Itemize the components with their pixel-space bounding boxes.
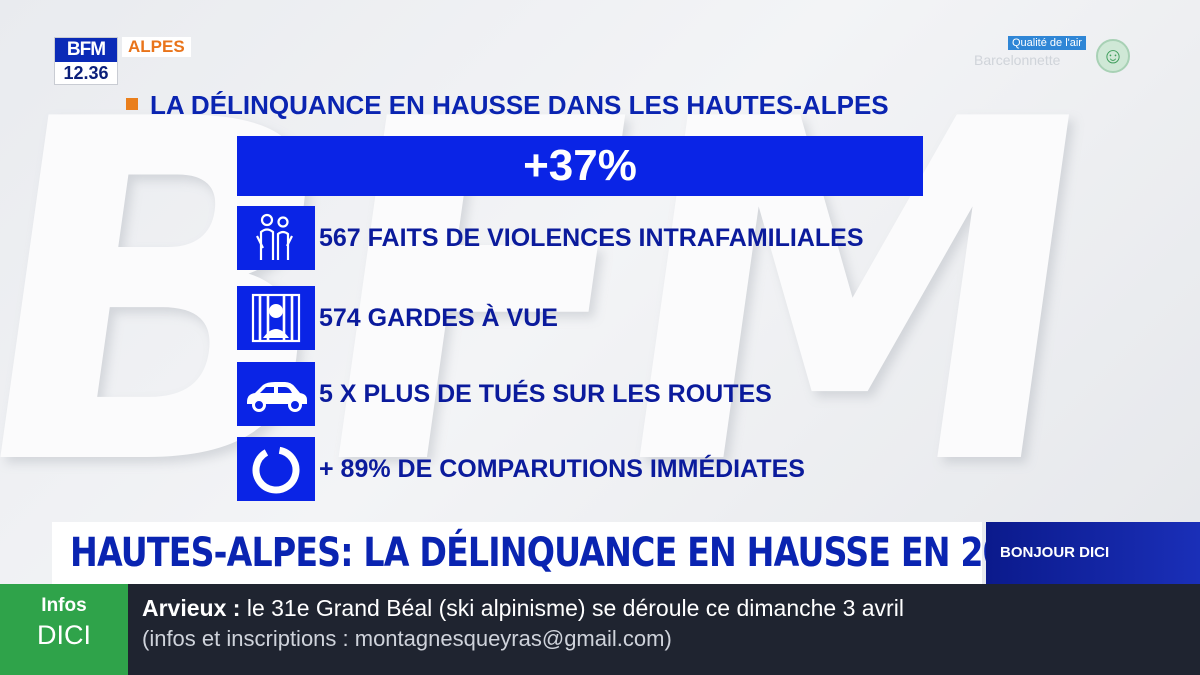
air-quality-label: Qualité de l'air	[1008, 36, 1086, 50]
square-bullet-icon	[126, 98, 138, 111]
ticker-line-1: Arvieux : le 31e Grand Béal (ski alpinis…	[142, 593, 904, 623]
ticker-line-1-text: le 31e Grand Béal (ski alpinisme) se dér…	[246, 595, 904, 621]
stat-row: 567 FAITS DE VIOLENCES INTRAFAMILIALES	[237, 206, 1037, 270]
stat-text: 574 GARDES À VUE	[319, 304, 558, 332]
ticker-line-2: (infos et inscriptions : montagnesqueyra…	[142, 626, 672, 651]
stat-text: 567 FAITS DE VIOLENCES INTRAFAMILIALES	[319, 224, 864, 252]
news-ticker: Infos DICI Arvieux : le 31e Grand Béal (…	[0, 584, 1200, 675]
stat-text: + 89% DE COMPARUTIONS IMMÉDIATES	[319, 455, 805, 483]
main-figure-banner: +37%	[237, 136, 923, 196]
circle-progress-icon	[237, 437, 315, 501]
infographic-headline: LA DÉLINQUANCE EN HAUSSE DANS LES HAUTES…	[126, 89, 1096, 121]
channel-name: ALPES	[122, 37, 191, 57]
smiley-icon: ☺	[1096, 39, 1130, 73]
stat-row: + 89% DE COMPARUTIONS IMMÉDIATES	[237, 437, 1037, 501]
program-name: BONJOUR DICI	[986, 522, 1200, 584]
stat-row: 5 X PLUS DE TUÉS SUR LES ROUTES	[237, 362, 1037, 426]
ticker-badge: Infos DICI	[0, 584, 128, 675]
channel-logo: BFM 12.36	[54, 37, 118, 85]
ticker-separator: :	[226, 595, 247, 621]
family-violence-icon	[237, 206, 315, 270]
stat-text: 5 X PLUS DE TUÉS SUR LES ROUTES	[319, 380, 772, 408]
air-quality-city: Barcelonnette	[974, 52, 1061, 68]
headline-text: LA DÉLINQUANCE EN HAUSSE DANS LES HAUTES…	[150, 90, 889, 120]
ticker-badge-bottom: DICI	[37, 620, 91, 650]
logo-mark: BFM	[55, 38, 117, 62]
clock-time: 12.36	[55, 62, 117, 84]
air-quality-widget: Qualité de l'air Barcelonnette ☺	[972, 36, 1136, 76]
ticker-badge-top: Infos	[41, 595, 87, 616]
lower-third-banner: HAUTES-ALPES: LA DÉLINQUANCE EN HAUSSE E…	[52, 522, 1050, 584]
stat-row: 574 GARDES À VUE	[237, 286, 1037, 350]
lower-third-title: HAUTES-ALPES: LA DÉLINQUANCE EN HAUSSE E…	[70, 530, 1050, 576]
ticker-place: Arvieux	[142, 595, 227, 621]
car-icon	[237, 362, 315, 426]
jail-icon	[237, 286, 315, 350]
